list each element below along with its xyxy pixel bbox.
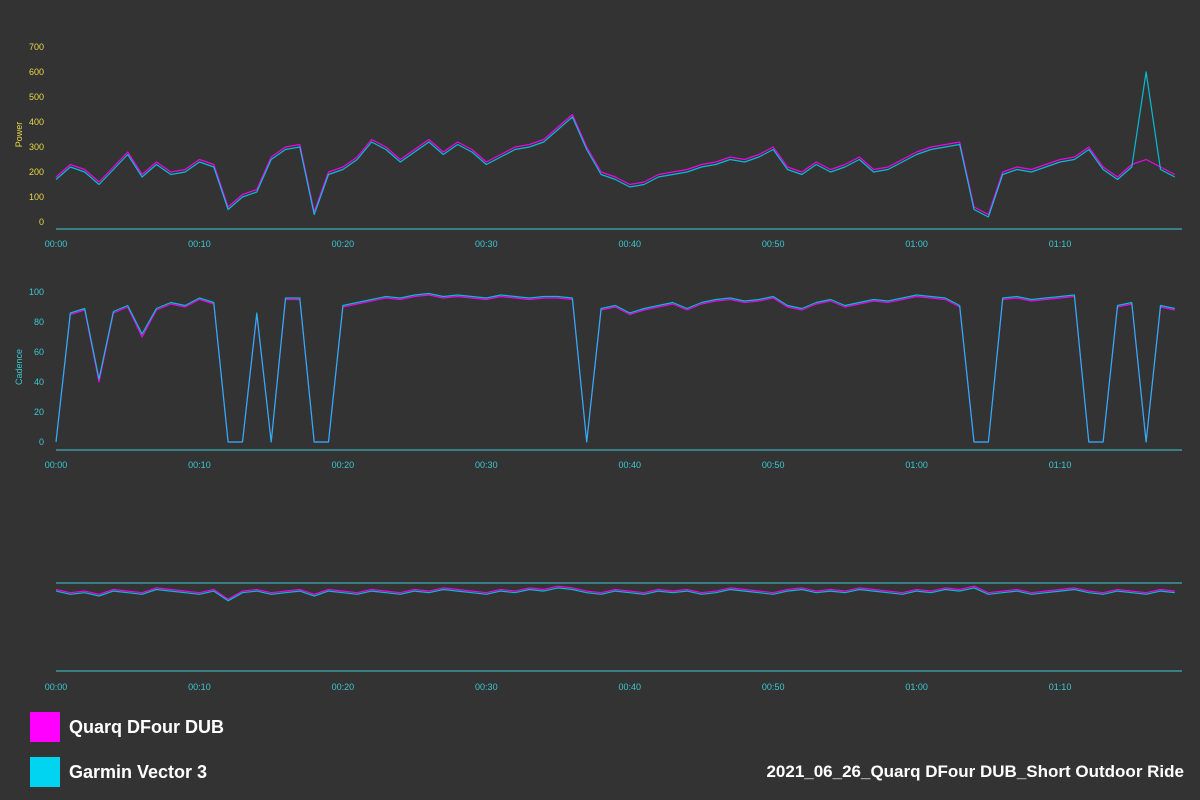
legend-item-garmin: Garmin Vector 3 (30, 757, 207, 787)
x-tick-label: 01:00 (905, 682, 928, 692)
y-tick-label: 300 (29, 142, 44, 152)
series-line-quarq (55, 585, 1175, 600)
x-tick-label: 00:50 (762, 239, 785, 249)
x-tick-label: 00:00 (45, 682, 68, 692)
y-axis-label: Power (14, 122, 24, 148)
y-tick-label: 0 (39, 437, 44, 447)
x-tick-label: 00:50 (762, 460, 785, 470)
x-tick-label: 00:00 (45, 460, 68, 470)
series-line-quarq (55, 113, 1176, 216)
y-tick-label: 60 (34, 347, 44, 357)
x-tick-label: 01:10 (1049, 239, 1072, 249)
y-axis-label: Cadence (14, 349, 24, 385)
legend-item-quarq: Quarq DFour DUB (30, 712, 224, 742)
legend-swatch-garmin (30, 757, 60, 787)
y-tick-label: 40 (34, 377, 44, 387)
legend-label-quarq: Quarq DFour DUB (69, 716, 224, 737)
y-tick-label: 600 (29, 67, 44, 77)
x-tick-label: 01:00 (905, 239, 928, 249)
y-tick-label: 100 (29, 287, 44, 297)
x-tick-label: 00:20 (332, 239, 355, 249)
x-tick-label: 00:10 (188, 239, 211, 249)
y-tick-label: 500 (29, 92, 44, 102)
x-tick-label: 00:00 (45, 239, 68, 249)
x-tick-label: 00:50 (762, 682, 785, 692)
series-line-quarq (55, 294, 1175, 443)
y-tick-label: 0 (39, 217, 44, 227)
y-tick-label: 80 (34, 317, 44, 327)
x-tick-label: 01:10 (1049, 682, 1072, 692)
series-line-garmin (55, 71, 1176, 218)
x-tick-label: 00:10 (188, 460, 211, 470)
y-tick-label: 700 (29, 42, 44, 52)
x-tick-label: 00:20 (332, 682, 355, 692)
x-tick-label: 00:30 (475, 239, 498, 249)
x-tick-label: 00:20 (332, 460, 355, 470)
ride-title: 2021_06_26_Quarq DFour DUB_Short Outdoor… (766, 762, 1184, 781)
x-tick-label: 00:10 (188, 682, 211, 692)
x-tick-label: 00:30 (475, 460, 498, 470)
legend-swatch-quarq (30, 712, 60, 742)
legend-label-garmin: Garmin Vector 3 (69, 761, 208, 782)
y-tick-label: 20 (34, 407, 44, 417)
x-tick-label: 00:40 (618, 460, 641, 470)
y-tick-label: 100 (29, 192, 44, 202)
series-line-garmin (55, 587, 1175, 602)
series-line-garmin (55, 292, 1175, 443)
x-tick-label: 00:40 (618, 682, 641, 692)
x-tick-label: 01:00 (905, 460, 928, 470)
x-tick-label: 00:40 (618, 239, 641, 249)
x-tick-label: 00:30 (475, 682, 498, 692)
y-tick-label: 400 (29, 117, 44, 127)
x-tick-label: 01:10 (1049, 460, 1072, 470)
y-tick-label: 200 (29, 167, 44, 177)
